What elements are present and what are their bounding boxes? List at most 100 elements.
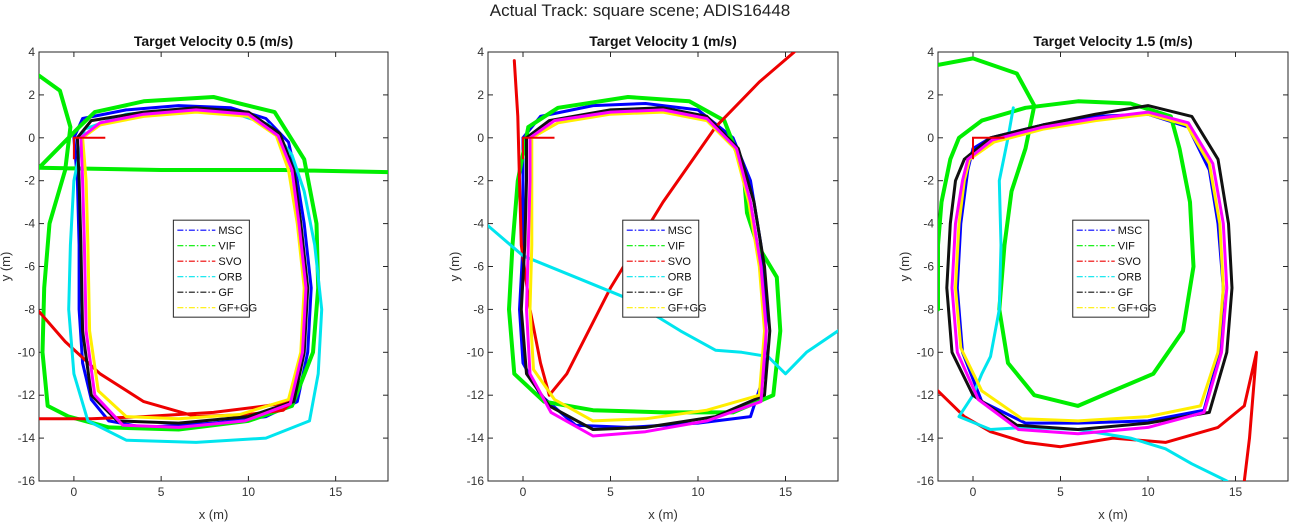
y-tick-label: 0	[28, 131, 35, 145]
legend: MSC VIF SVO ORB GF GF+GG	[622, 219, 707, 318]
legend-entry: SVO	[1118, 256, 1142, 268]
y-tick-label: 4	[28, 45, 35, 59]
x-tick-label: 5	[158, 485, 165, 499]
legend-entry: GF	[1118, 287, 1134, 299]
y-tick-label: -14	[18, 431, 36, 445]
x-axis-label: x (m)	[648, 507, 678, 522]
trajectory-traces	[39, 73, 388, 444]
x-tick-label: 0	[71, 485, 78, 499]
x-tick-label: 15	[779, 485, 793, 499]
y-tick-label: -2	[24, 174, 35, 188]
series-line-gf	[75, 106, 310, 425]
legend-entry: VIF	[668, 241, 685, 253]
y-tick-label: -2	[923, 174, 934, 188]
subplot-title: Target Velocity 0.5 (m/s)	[134, 33, 293, 49]
legend-entry: GF+GG	[218, 303, 257, 315]
y-axis-label: y (m)	[0, 252, 13, 282]
series-line-vif	[938, 56, 1196, 408]
series-line-vif	[39, 73, 388, 432]
legend-entry: GF	[668, 287, 684, 299]
y-tick-label: -10	[18, 345, 36, 359]
y-tick-label: -8	[923, 302, 934, 316]
figure-suptitle: Actual Track: square scene; ADIS16448	[490, 1, 791, 20]
y-tick-label: -4	[473, 217, 484, 231]
y-tick-label: -16	[917, 474, 935, 488]
legend: MSC VIF SVO ORB GF GF+GG	[1072, 219, 1157, 318]
subplot-2: Target Velocity 1 (m/s) 0 5 10 15 -16 -14 -12 -1…	[447, 33, 839, 522]
x-tick-label: 15	[329, 485, 343, 499]
legend-box	[622, 219, 700, 318]
series-line-vif	[507, 95, 783, 415]
x-axis-label: x (m)	[199, 507, 229, 522]
subplot-grid: Target Velocity 0.5 (m/s) 0 5 10 15 -16 -14 -12…	[0, 33, 1289, 522]
subplot-title: Target Velocity 1 (m/s)	[589, 33, 737, 49]
y-tick-label: -12	[467, 388, 485, 402]
y-tick-label: -16	[18, 474, 36, 488]
start-marker	[72, 136, 106, 160]
start-marker	[522, 136, 555, 160]
series-line-gf-gg	[81, 110, 306, 421]
y-tick-label: 2	[477, 88, 484, 102]
y-axis-label: y (m)	[447, 252, 462, 282]
x-tick-label: 5	[607, 485, 614, 499]
trajectory-traces	[938, 56, 1258, 481]
y-tick-label: 2	[28, 88, 35, 102]
x-tick-label: 15	[1229, 485, 1243, 499]
legend-box	[1072, 219, 1150, 318]
y-tick-label: -6	[923, 260, 934, 274]
series-line-gf-gg	[954, 112, 1225, 423]
legend: MSC VIF SVO ORB GF GF+GG	[172, 219, 257, 318]
legend-entry: SVO	[218, 256, 242, 268]
series-line-extra	[525, 108, 768, 438]
legend-entry: ORB	[1118, 272, 1142, 284]
y-tick-label: -2	[473, 174, 484, 188]
subplot-title: Target Velocity 1.5 (m/s)	[1033, 33, 1192, 49]
y-tick-label: 4	[927, 45, 934, 59]
series-line-orb	[488, 224, 838, 376]
y-tick-label: 0	[927, 131, 934, 145]
legend-entry: SVO	[668, 256, 692, 268]
y-axis-label: y (m)	[897, 252, 912, 282]
y-tick-label: -6	[473, 260, 484, 274]
y-tick-label: -8	[24, 302, 35, 316]
x-tick-label: 5	[1057, 485, 1064, 499]
y-tick-label: -12	[18, 388, 36, 402]
y-tick-label: -16	[467, 474, 485, 488]
legend-entry: MSC	[668, 225, 693, 237]
series-line-gf-gg	[528, 110, 766, 423]
series-line-gf	[519, 106, 772, 431]
y-tick-label: -14	[917, 431, 935, 445]
legend-entry: ORB	[668, 272, 692, 284]
x-axis-label: x (m)	[1098, 507, 1128, 522]
y-tick-label: 0	[477, 131, 484, 145]
legend-entry: VIF	[1118, 241, 1135, 253]
y-tick-label: 4	[477, 45, 484, 59]
y-tick-label: -10	[467, 345, 485, 359]
series-line-gf	[945, 104, 1234, 431]
subplot-3: Target Velocity 1.5 (m/s) 0 5 10 15 -16 -14 -12…	[897, 33, 1289, 522]
start-marker	[972, 136, 1005, 160]
series-line-orb	[957, 106, 1229, 481]
y-tick-label: -4	[24, 217, 35, 231]
x-tick-label: 0	[970, 485, 977, 499]
y-tick-label: -6	[24, 260, 35, 274]
legend-entry: GF+GG	[668, 303, 707, 315]
y-tick-label: -10	[917, 345, 935, 359]
series-line-extra	[79, 108, 308, 429]
y-tick-label: -8	[473, 302, 484, 316]
y-tick-label: -4	[923, 217, 934, 231]
legend-entry: GF+GG	[1118, 303, 1157, 315]
y-tick-label: 2	[927, 88, 934, 102]
x-tick-label: 10	[691, 485, 705, 499]
legend-box	[172, 219, 250, 318]
subplot-1: Target Velocity 0.5 (m/s) 0 5 10 15 -16 -14 -12…	[0, 33, 389, 522]
x-tick-label: 10	[242, 485, 256, 499]
series-line-extra	[950, 110, 1229, 436]
y-tick-label: -14	[467, 431, 485, 445]
x-tick-label: 0	[520, 485, 527, 499]
x-tick-label: 10	[1141, 485, 1155, 499]
legend-entry: ORB	[218, 272, 242, 284]
trajectory-traces	[488, 52, 838, 438]
y-tick-label: -12	[917, 388, 935, 402]
